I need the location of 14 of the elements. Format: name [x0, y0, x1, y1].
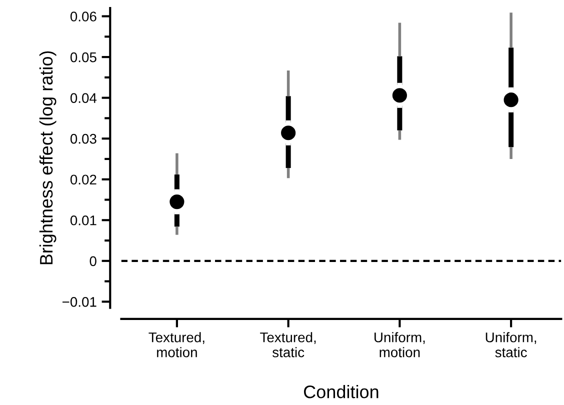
y-tick-label: 0.05 — [70, 52, 96, 62]
x-tick-label: Uniform, static — [486, 332, 536, 358]
x-axis-title: Condition — [304, 385, 378, 398]
x-tick-label: Uniform, motion — [374, 332, 425, 358]
y-tick-label: 0 — [90, 256, 96, 266]
y-tick-label: 0.02 — [70, 174, 96, 185]
y-tick-label: 0.06 — [70, 12, 96, 22]
y-tick-label: −0.01 — [62, 297, 96, 307]
x-tick-label: Textured, motion — [148, 332, 204, 358]
x-tick-label: Textured, static — [260, 332, 316, 358]
y-axis-title: Brightness effect (log ratio) — [39, 51, 56, 264]
y-tick-label: 0.03 — [70, 134, 96, 144]
y-tick-label: 0.01 — [70, 215, 96, 226]
y-tick-label: 0.04 — [70, 93, 97, 103]
